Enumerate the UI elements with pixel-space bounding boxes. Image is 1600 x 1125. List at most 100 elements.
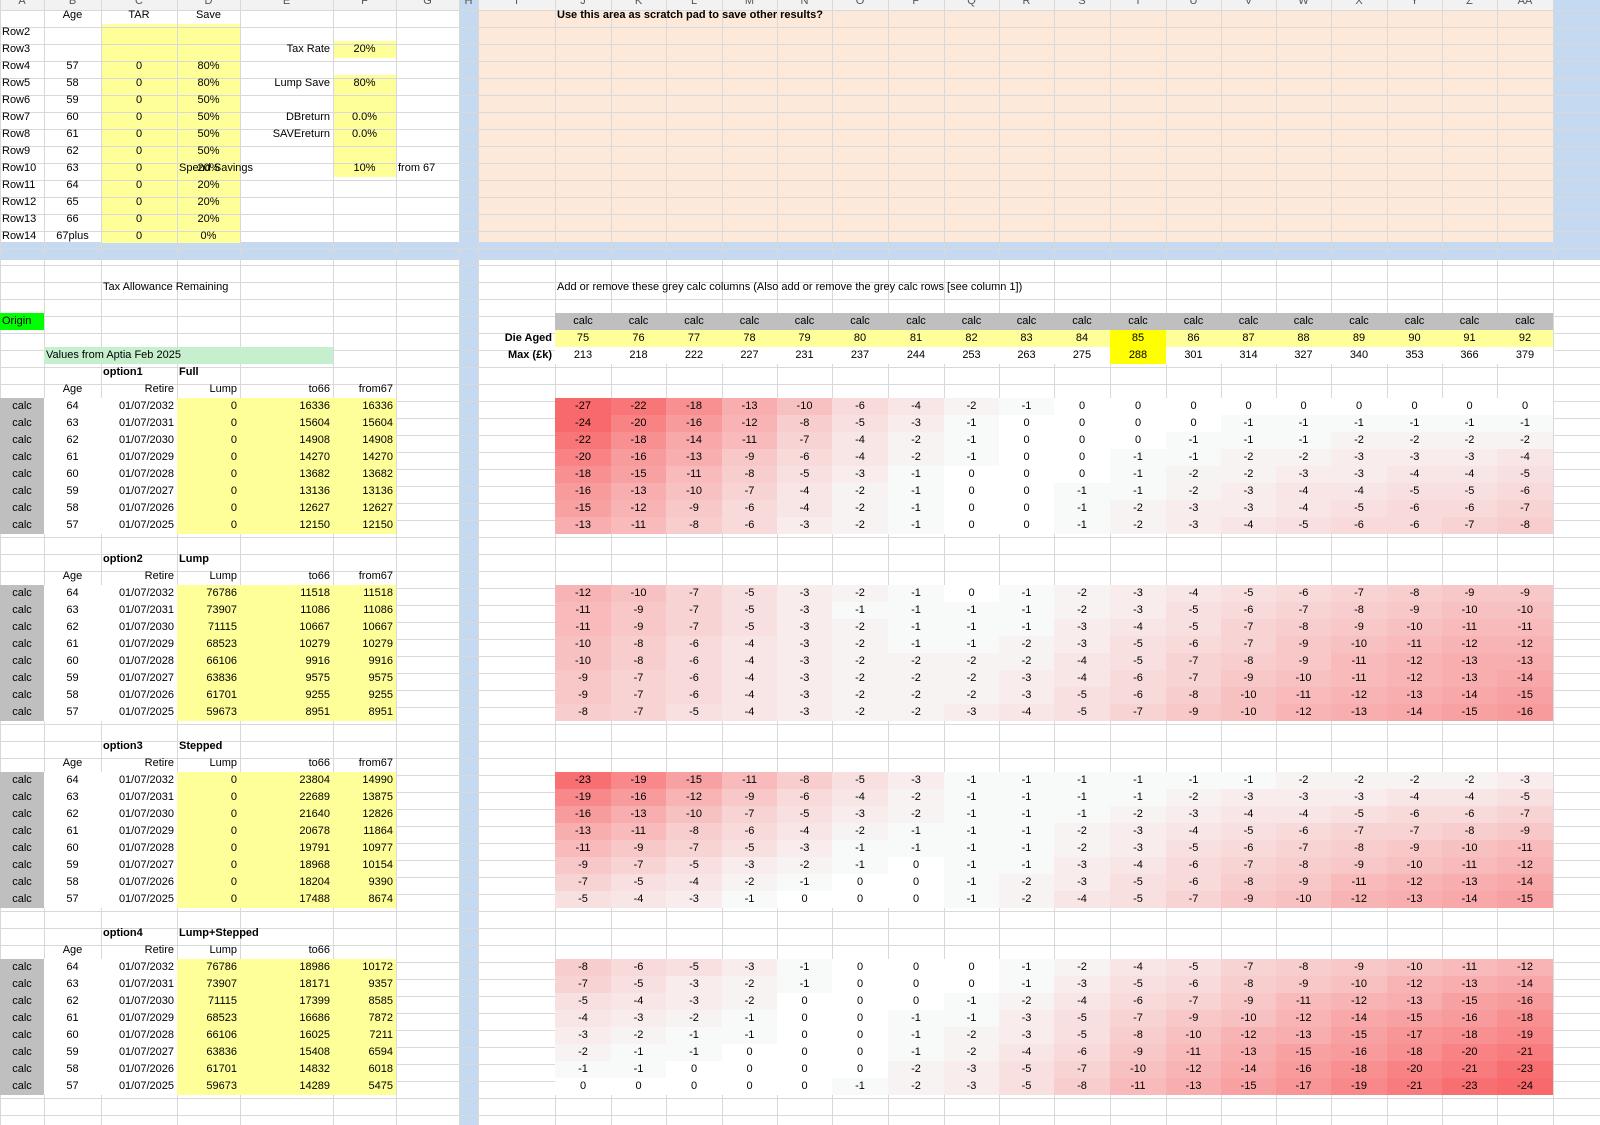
option-cell[interactable]: 11518 (240, 585, 333, 602)
heat-cell[interactable]: -1 (1110, 483, 1166, 500)
age-cell[interactable]: 62 (66, 145, 79, 157)
heat-cell[interactable]: -6 (1110, 670, 1166, 687)
heat-cell[interactable]: -7 (1221, 619, 1276, 636)
heat-cell[interactable]: -12 (666, 789, 722, 806)
heat-cell[interactable]: -5 (1331, 806, 1387, 823)
heat-cell[interactable]: -20 (1442, 1044, 1497, 1061)
save-cell[interactable]: 20% (197, 213, 220, 225)
calc-row-label[interactable]: calc (0, 806, 44, 823)
heat-cell[interactable]: -2 (1387, 432, 1442, 449)
heat-cell[interactable]: -8 (1442, 823, 1497, 840)
heat-cell[interactable]: -1 (944, 602, 999, 619)
heat-cell[interactable]: 0 (777, 1010, 832, 1027)
heat-cell[interactable]: -4 (1387, 789, 1442, 806)
heat-cell[interactable]: -2 (611, 1027, 666, 1044)
option-cell[interactable]: 0 (177, 415, 240, 432)
tar-cell[interactable]: 0 (135, 196, 143, 208)
save-cell[interactable]: 50% (197, 111, 220, 123)
heat-cell[interactable]: -9 (1110, 1044, 1166, 1061)
heat-cell[interactable]: -1 (944, 636, 999, 653)
age-cell[interactable]: 66 (66, 213, 79, 225)
heat-cell[interactable]: -9 (1221, 670, 1276, 687)
heat-cell[interactable]: -5 (611, 874, 666, 891)
heat-cell[interactable]: -1 (1166, 432, 1221, 449)
heat-cell[interactable]: -10 (1221, 1010, 1276, 1027)
max-cell[interactable]: 213 (555, 347, 611, 364)
heat-cell[interactable]: -1 (555, 1061, 611, 1078)
heat-cell[interactable]: -5 (999, 1061, 1054, 1078)
heat-cell[interactable]: -4 (1166, 823, 1221, 840)
heat-cell[interactable]: -7 (722, 483, 777, 500)
heat-cell[interactable]: -3 (1276, 466, 1331, 483)
heat-cell[interactable]: -1 (722, 1027, 777, 1044)
option-cell[interactable]: 15604 (240, 415, 333, 432)
option-cell[interactable]: 14289 (240, 1078, 333, 1095)
option-cell[interactable]: 0 (177, 466, 240, 483)
option-cell[interactable]: 10667 (333, 619, 396, 636)
option-cell[interactable]: 66106 (177, 653, 240, 670)
heat-cell[interactable]: -4 (832, 789, 888, 806)
option-cell[interactable]: 6018 (333, 1061, 396, 1078)
heat-cell[interactable]: -1 (888, 823, 944, 840)
tar-cell[interactable]: 0 (135, 230, 143, 242)
calc-row-label[interactable]: calc (0, 1027, 44, 1044)
heat-cell[interactable]: -1 (944, 874, 999, 891)
option-cell[interactable]: 01/07/2030 (101, 806, 177, 823)
heat-cell[interactable]: -11 (1331, 670, 1387, 687)
option-cell[interactable]: 58 (44, 500, 101, 517)
option-cell[interactable]: 10977 (333, 840, 396, 857)
heat-cell[interactable]: -12 (1442, 636, 1497, 653)
option-cell[interactable]: 12150 (240, 517, 333, 534)
heat-cell[interactable]: -3 (1054, 976, 1110, 993)
heat-cell[interactable]: -4 (1442, 466, 1497, 483)
heat-cell[interactable]: 0 (1110, 415, 1166, 432)
heat-cell[interactable]: -15 (1387, 1010, 1442, 1027)
heat-cell[interactable]: -1 (999, 823, 1054, 840)
heat-cell[interactable]: -1 (999, 976, 1054, 993)
heat-cell[interactable]: 0 (777, 891, 832, 908)
option-header[interactable]: Lump (209, 570, 237, 582)
heat-cell[interactable]: -10 (555, 653, 611, 670)
option-cell[interactable]: 13682 (333, 466, 396, 483)
setting-label[interactable]: SAVEreturn (272, 128, 330, 140)
heat-cell[interactable]: -3 (999, 1027, 1054, 1044)
calc-col-header[interactable]: calc (944, 313, 999, 330)
heat-cell[interactable]: -2 (1387, 772, 1442, 789)
heat-cell[interactable]: -21 (1497, 1044, 1553, 1061)
calc-row-label[interactable]: calc (0, 840, 44, 857)
heat-cell[interactable]: -8 (1110, 1027, 1166, 1044)
option-name[interactable]: option1 (103, 366, 143, 378)
heat-cell[interactable]: -5 (1276, 517, 1331, 534)
heat-cell[interactable]: -4 (1054, 670, 1110, 687)
die-aged-cell[interactable]: 78 (722, 330, 777, 347)
heat-cell[interactable]: -3 (1331, 449, 1387, 466)
heat-cell[interactable]: -9 (1387, 602, 1442, 619)
save-cell[interactable]: 0% (200, 230, 217, 242)
heat-cell[interactable]: -1 (1387, 415, 1442, 432)
heat-cell[interactable]: -3 (722, 959, 777, 976)
max-cell[interactable]: 218 (611, 347, 666, 364)
heat-cell[interactable]: -8 (611, 653, 666, 670)
heat-cell[interactable]: -2 (1054, 585, 1110, 602)
heat-cell[interactable]: -10 (555, 636, 611, 653)
heat-cell[interactable]: -3 (1110, 840, 1166, 857)
heat-cell[interactable]: -8 (666, 823, 722, 840)
heat-cell[interactable]: -5 (1221, 823, 1276, 840)
row-label[interactable]: Row13 (2, 213, 37, 225)
option-cell[interactable]: 16336 (240, 398, 333, 415)
heat-cell[interactable]: -6 (1221, 840, 1276, 857)
heat-cell[interactable]: -2 (999, 874, 1054, 891)
save-cell[interactable]: 80% (197, 60, 220, 72)
die-aged-cell[interactable]: 88 (1276, 330, 1331, 347)
heat-cell[interactable]: -9 (1331, 619, 1387, 636)
option-cell[interactable]: 59673 (177, 704, 240, 721)
option-cell[interactable]: 01/07/2025 (101, 891, 177, 908)
heat-cell[interactable]: -9 (555, 687, 611, 704)
heat-cell[interactable]: -2 (832, 823, 888, 840)
calc-col-header[interactable]: calc (1497, 313, 1553, 330)
save-cell[interactable]: 20% (197, 162, 220, 174)
heat-cell[interactable]: -1 (944, 1010, 999, 1027)
heat-cell[interactable]: -6 (1110, 687, 1166, 704)
option-cell[interactable]: 59 (44, 1044, 101, 1061)
option-cell[interactable]: 10154 (333, 857, 396, 874)
